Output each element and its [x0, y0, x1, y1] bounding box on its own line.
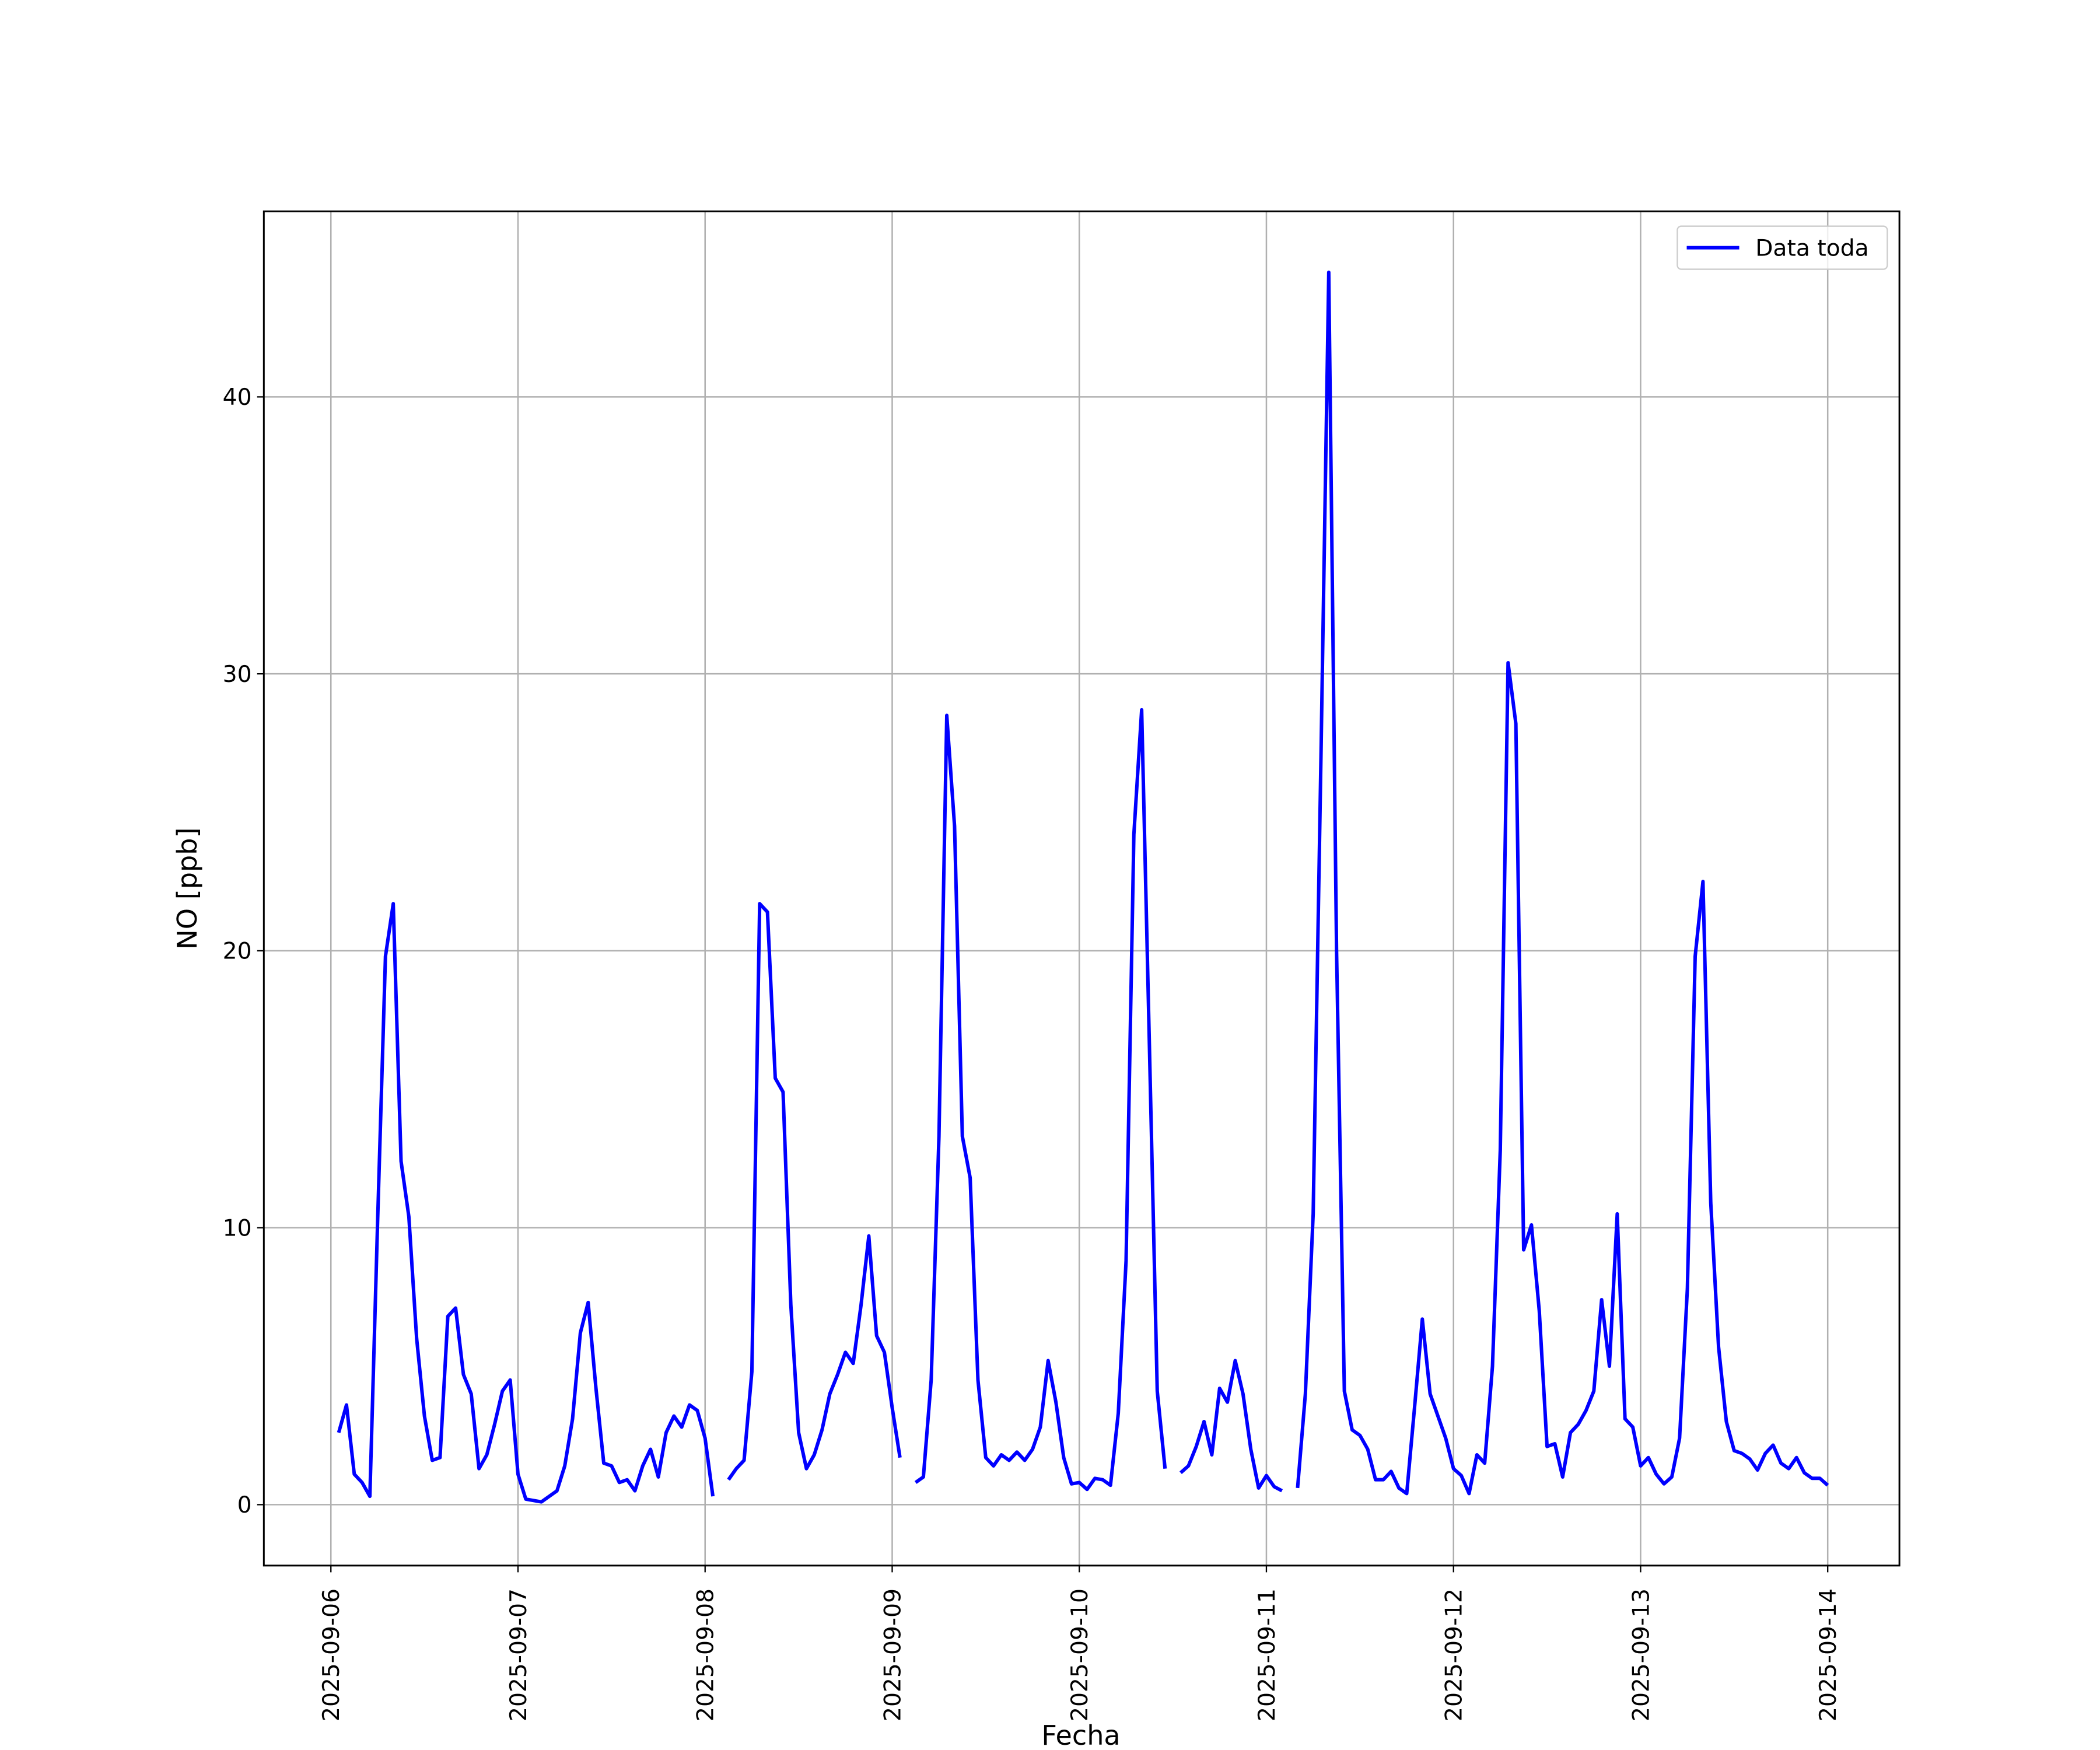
x-tick-label: 2025-09-13 [1628, 1588, 1654, 1721]
y-tick-label: 30 [223, 662, 252, 688]
data-line [914, 708, 1167, 1492]
x-tick-label: 2025-09-07 [506, 1588, 532, 1721]
x-axis-label: Fecha [1041, 1720, 1120, 1750]
x-tick-label: 2025-09-08 [693, 1588, 719, 1721]
x-tick-label: 2025-09-11 [1254, 1588, 1280, 1721]
y-axis-label: NO [ppb] [172, 827, 203, 949]
x-tick-label: 2025-09-09 [880, 1588, 906, 1721]
y-tick-label: 10 [223, 1215, 252, 1241]
data-line [337, 902, 715, 1504]
axes-frame [262, 210, 1901, 1567]
legend-box [1676, 225, 1888, 270]
y-tick-label: 40 [223, 384, 252, 411]
y-tick-label: 0 [237, 1492, 252, 1518]
x-tick-label: 2025-09-14 [1815, 1588, 1842, 1721]
x-tick-label: 2025-09-12 [1441, 1588, 1468, 1721]
data-line [727, 902, 902, 1481]
plot-area [257, 211, 1900, 1573]
data-line [1296, 270, 1829, 1496]
y-tick-label: 20 [223, 939, 252, 965]
legend-label: Data toda [1755, 235, 1868, 261]
x-tick-label: 2025-09-06 [318, 1588, 345, 1721]
data-line [1179, 1359, 1283, 1493]
x-tick-label: 2025-09-10 [1067, 1588, 1093, 1721]
